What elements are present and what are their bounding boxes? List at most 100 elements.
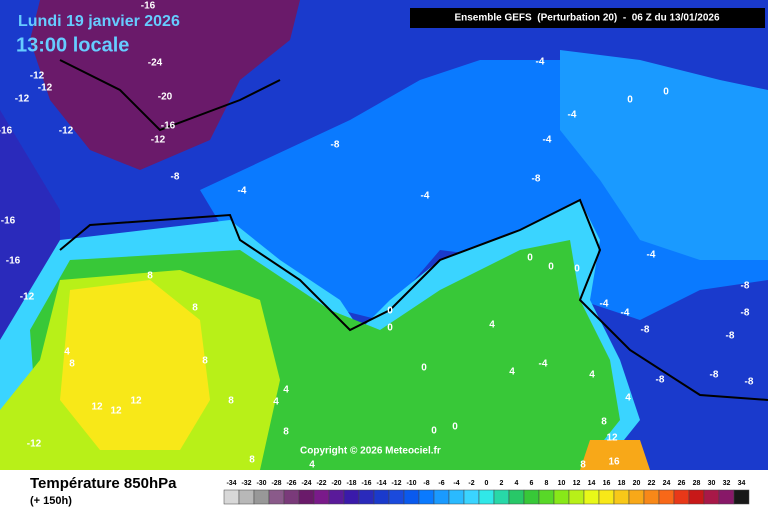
legend-swatch [703, 489, 720, 505]
contour-label: -4 [238, 186, 247, 197]
variable: Température 850hPa [30, 475, 177, 492]
legend-swatch [403, 489, 420, 505]
contour-label: 8 [249, 455, 255, 466]
zero-isotherm [59, 198, 768, 401]
legend-tick-label: -26 [286, 480, 296, 487]
legend-tick-label: -2 [468, 480, 474, 487]
contour-label: 8 [283, 427, 289, 438]
legend-tick-label: 16 [603, 480, 611, 487]
contour-label: -20 [158, 92, 173, 103]
contour-label: -4 [421, 191, 430, 202]
legend-tick-label: -4 [453, 480, 459, 487]
contour-label: 4 [489, 320, 495, 331]
legend-tick-label: -6 [438, 480, 444, 487]
model-info: Ensemble GEFS (Perturbation 20) - 06 Z d… [454, 13, 720, 24]
contour-label: 12 [606, 433, 618, 444]
contour-label: -12 [151, 135, 166, 146]
legend-swatch [523, 489, 540, 505]
contour-label: 4 [625, 393, 631, 404]
contour-label: -8 [656, 375, 665, 386]
legend-swatch [328, 489, 345, 505]
legend-tick-label: 32 [723, 480, 731, 487]
contour-label: -4 [539, 359, 548, 370]
contour-label: 4 [273, 397, 279, 408]
legend-swatch [628, 489, 645, 505]
contour-label: -12 [20, 292, 35, 303]
legend-tick-label: 12 [573, 480, 581, 487]
legend-swatch [418, 489, 435, 505]
contour-label: -4 [543, 135, 552, 146]
contour-label: 12 [130, 396, 142, 407]
legend-tick-label: 22 [648, 480, 656, 487]
map-labels: -16-24-12-12-12-20-12-16-12-16-8-8-4-4-4… [0, 1, 754, 471]
legend-tick-label: 4 [515, 480, 519, 487]
contour-label: -4 [600, 299, 609, 310]
field-very-cold [30, 0, 300, 170]
legend-swatch [538, 489, 555, 505]
contour-label: -12 [15, 94, 30, 105]
contour-label: 12 [110, 406, 122, 417]
contour-label: 4 [283, 385, 289, 396]
contour-label: -12 [59, 126, 74, 137]
contour-label: -16 [6, 256, 21, 267]
contour-label: 8 [147, 271, 153, 282]
contour-label: 0 [387, 323, 393, 334]
legend-tick-label: -28 [271, 480, 281, 487]
legend-tick-label: 34 [738, 480, 746, 487]
legend-tick-label: 20 [633, 480, 641, 487]
contour-label: 4 [589, 370, 595, 381]
contour-label: 8 [228, 396, 234, 407]
legend-swatch [688, 489, 705, 505]
contour-label: 12 [91, 402, 103, 413]
legend-swatch [223, 489, 240, 505]
legend-tick-label: -14 [376, 480, 386, 487]
contour-label: -16 [0, 126, 13, 137]
legend-swatch [463, 489, 480, 505]
legend-tick-label: -30 [256, 480, 266, 487]
contour-label: 0 [574, 264, 580, 275]
contour-label: 4 [309, 460, 315, 471]
legend-swatch [238, 489, 255, 505]
contour-label: -8 [171, 172, 180, 183]
legend-swatch [493, 489, 510, 505]
color-legend: -34 -32 -30 -28 -26 -24 -22 -20 -18 -16 -14 -12 -10-… [223, 480, 750, 505]
legend-tick-label: -12 [391, 480, 401, 487]
legend-swatch [448, 489, 465, 505]
contour-label: -24 [148, 58, 163, 69]
field-hot [580, 440, 650, 470]
legend-swatch [478, 489, 495, 505]
legend-swatch [388, 489, 405, 505]
contour-label: -8 [745, 377, 754, 388]
contour-label: -16 [161, 121, 176, 132]
legend-tick-label: 28 [693, 480, 701, 487]
legend-tick-label: -10 [406, 480, 416, 487]
legend-swatch [598, 489, 615, 505]
legend-tick-label: -18 [346, 480, 356, 487]
contour-label: 8 [202, 356, 208, 367]
legend-tick-label: 6 [530, 480, 534, 487]
isotherm [59, 59, 281, 132]
contour-label: 0 [527, 253, 533, 264]
legend-tick-label: 8 [545, 480, 549, 487]
contour-label: 4 [64, 347, 70, 358]
contour-label: 8 [192, 303, 198, 314]
contour-label: -12 [30, 71, 45, 82]
contour-label: -8 [726, 331, 735, 342]
legend-tick-label: 26 [678, 480, 686, 487]
contour-label: -12 [38, 83, 53, 94]
contour-label: -8 [641, 325, 650, 336]
legend-tick-label: -32 [241, 480, 251, 487]
legend-tick-label: 0 [485, 480, 489, 487]
legend-swatch [373, 489, 390, 505]
contour-label: -8 [741, 281, 750, 292]
copyright: Copyright © 2026 Meteociel.fr [300, 446, 441, 457]
legend-swatch [313, 489, 330, 505]
legend-swatch [433, 489, 450, 505]
legend-tick-label: 2 [500, 480, 504, 487]
contour-label: -8 [331, 140, 340, 151]
legend-swatch [553, 489, 570, 505]
legend-swatch [298, 489, 315, 505]
legend-swatch [568, 489, 585, 505]
contour-label: 0 [627, 95, 633, 106]
legend-tick-label: -34 [226, 480, 236, 487]
